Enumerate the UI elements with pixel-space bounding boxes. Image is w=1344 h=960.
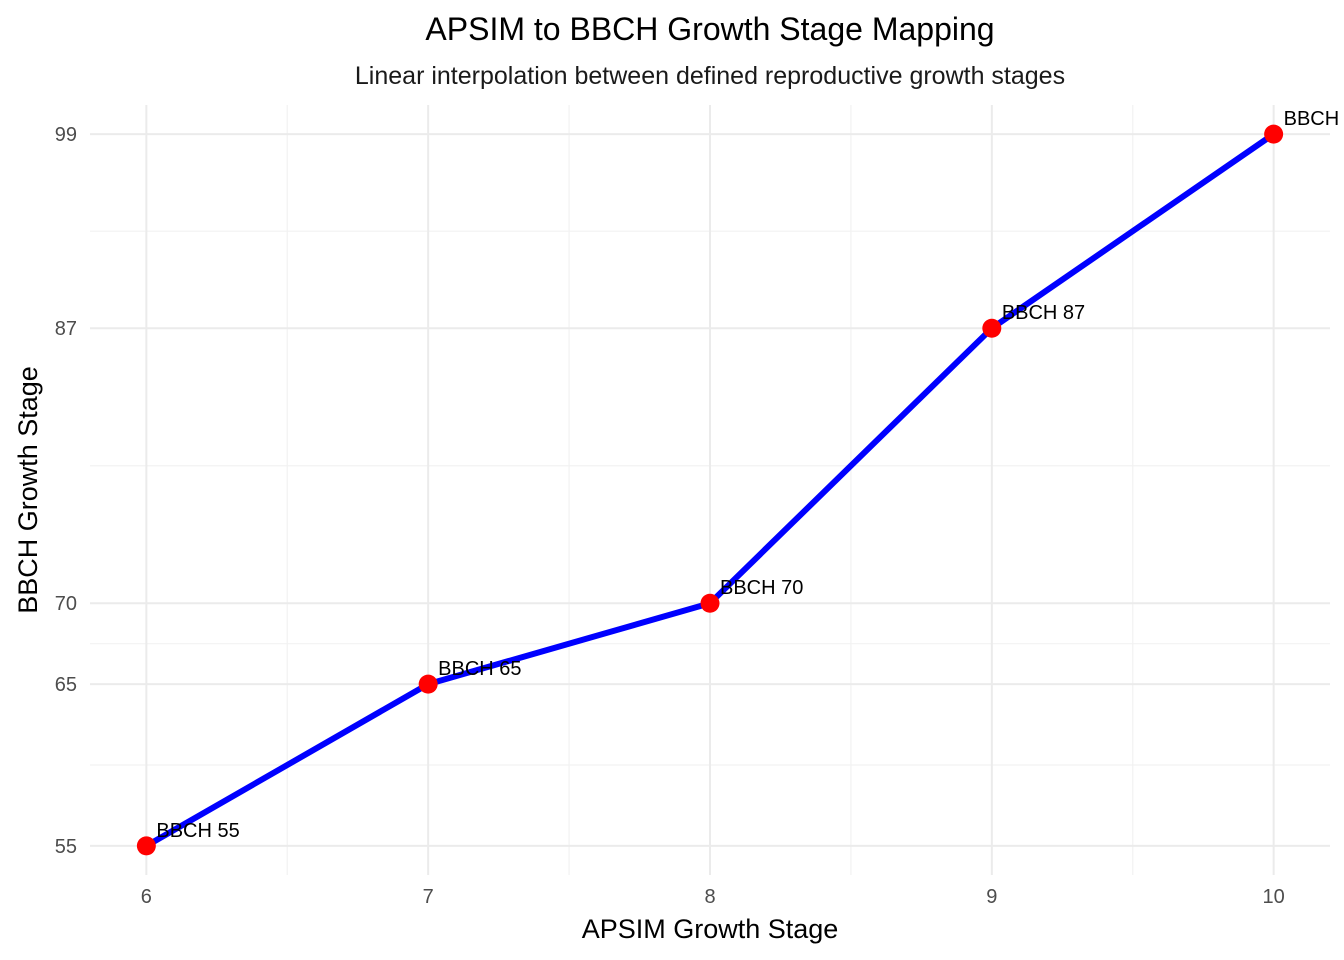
y-tick-label: 55 bbox=[55, 836, 77, 858]
x-axis-title: APSIM Growth Stage bbox=[582, 914, 839, 944]
data-point-labels: BBCH 55 BBCH 65 BBCH 70 BBCH 87 BBCH 99 bbox=[156, 108, 1344, 842]
data-point bbox=[136, 836, 156, 856]
data-point-label: BBCH 70 bbox=[720, 577, 803, 599]
x-tick-label: 9 bbox=[986, 886, 997, 908]
data-point-label: BBCH 87 bbox=[1002, 302, 1085, 324]
data-point bbox=[1264, 124, 1284, 144]
data-point bbox=[418, 674, 438, 694]
x-tick-label: 6 bbox=[141, 886, 152, 908]
x-tick-label: 7 bbox=[423, 886, 434, 908]
x-tick-label: 8 bbox=[704, 886, 715, 908]
data-point bbox=[982, 318, 1002, 338]
chart-title: APSIM to BBCH Growth Stage Mapping bbox=[425, 11, 994, 47]
y-axis-title: BBCH Growth Stage bbox=[13, 366, 43, 614]
data-point bbox=[700, 593, 720, 613]
y-tick-label: 65 bbox=[55, 674, 77, 696]
y-tick-label: 99 bbox=[55, 124, 77, 146]
x-tick-label: 10 bbox=[1263, 886, 1285, 908]
data-point-label: BBCH 65 bbox=[438, 658, 521, 680]
y-tick-label: 70 bbox=[55, 593, 77, 615]
data-point-label: BBCH 55 bbox=[156, 820, 239, 842]
x-axis-tick-labels: 6 7 8 9 10 bbox=[141, 886, 1285, 908]
y-tick-label: 87 bbox=[55, 318, 77, 340]
chart-subtitle: Linear interpolation between defined rep… bbox=[355, 62, 1065, 90]
data-point-label: BBCH 99 bbox=[1284, 108, 1344, 130]
data-points bbox=[136, 124, 1284, 856]
y-axis-tick-labels: 55 65 70 87 99 bbox=[55, 124, 77, 858]
major-gridlines bbox=[90, 105, 1330, 875]
